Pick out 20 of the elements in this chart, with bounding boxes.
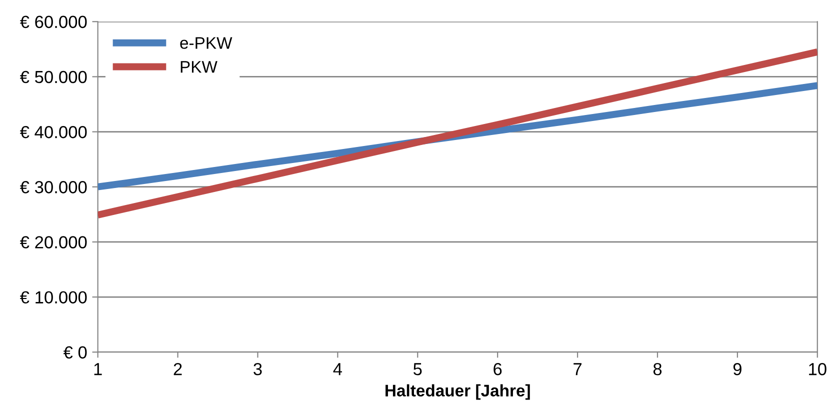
y-tick-label: € 10.000 bbox=[20, 291, 87, 304]
y-tick-label: € 0 bbox=[63, 346, 87, 359]
x-tick-label: 6 bbox=[494, 362, 502, 376]
x-tick-label: 1 bbox=[94, 363, 102, 376]
x-tick-label: 9 bbox=[733, 362, 742, 376]
legend-label: e-PKW bbox=[180, 37, 232, 49]
y-tick-label: € 30.000 bbox=[20, 181, 87, 194]
x-tick-label: 2 bbox=[174, 362, 182, 376]
legend-label: PKW bbox=[180, 61, 218, 73]
y-tick-label: € 60.000 bbox=[20, 16, 87, 28]
x-tick-label: 8 bbox=[653, 362, 662, 376]
x-tick-label: 4 bbox=[333, 363, 342, 376]
y-tick-label: € 40.000 bbox=[20, 126, 87, 138]
y-tick-label: € 50.000 bbox=[20, 70, 87, 84]
x-tick-label: 7 bbox=[574, 363, 582, 376]
x-tick-label: 3 bbox=[254, 362, 262, 376]
x-tick-label: 5 bbox=[414, 363, 422, 376]
x-tick-label: 10 bbox=[809, 362, 826, 376]
y-tick-label: € 20.000 bbox=[20, 236, 87, 248]
x-axis-title: Haltedauer [Jahre] bbox=[386, 384, 530, 400]
